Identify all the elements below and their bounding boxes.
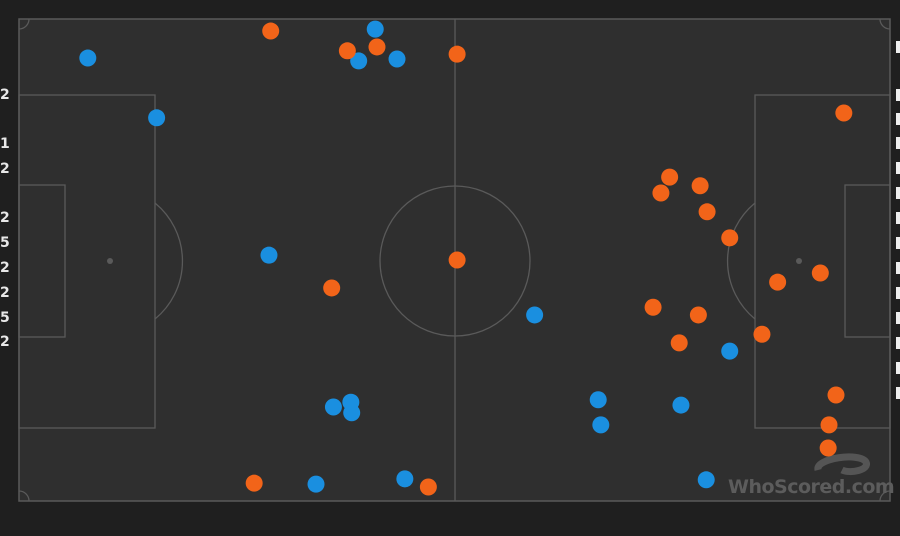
watermark-logo-icon [814, 453, 870, 476]
blue-event-marker[interactable] [697, 471, 715, 489]
watermark: WhoScored.com [728, 476, 895, 498]
left-number: 2 [0, 210, 10, 226]
blue-event-marker[interactable] [350, 52, 368, 70]
filter-checkbox[interactable] [896, 312, 900, 324]
blue-event-marker[interactable] [307, 475, 325, 493]
orange-event-marker[interactable] [644, 298, 662, 316]
left-number: 2 [0, 285, 10, 301]
left-number: 5 [0, 235, 10, 251]
penalty-spot-right [796, 258, 802, 264]
blue-event-marker[interactable] [79, 49, 97, 67]
left-number: 1 [0, 136, 10, 152]
orange-event-marker[interactable] [835, 104, 853, 122]
left-number: 2 [0, 87, 10, 103]
orange-event-marker[interactable] [827, 386, 845, 404]
penalty-spot-left [107, 258, 113, 264]
blue-event-marker[interactable] [396, 470, 414, 488]
orange-event-marker[interactable] [819, 439, 837, 457]
orange-event-marker[interactable] [820, 416, 838, 434]
orange-event-marker[interactable] [689, 306, 707, 324]
pitch-lines [18, 18, 891, 502]
filter-checkbox[interactable] [896, 41, 900, 53]
filter-checkbox[interactable] [896, 237, 900, 249]
blue-event-marker[interactable] [324, 398, 342, 416]
filter-checkbox[interactable] [896, 337, 900, 349]
orange-event-marker[interactable] [811, 264, 829, 282]
orange-event-marker[interactable] [661, 168, 679, 186]
blue-event-marker[interactable] [721, 342, 739, 360]
filter-checkbox[interactable] [896, 137, 900, 149]
blue-event-marker[interactable] [260, 246, 278, 264]
blue-event-marker[interactable] [343, 404, 361, 422]
filter-checkbox[interactable] [896, 287, 900, 299]
orange-event-marker[interactable] [338, 42, 356, 60]
orange-event-marker[interactable] [670, 334, 688, 352]
left-number: 2 [0, 260, 10, 276]
filter-checkbox[interactable] [896, 187, 900, 199]
filter-checkbox[interactable] [896, 113, 900, 125]
left-number: 2 [0, 334, 10, 350]
orange-event-marker[interactable] [245, 474, 263, 492]
orange-event-marker[interactable] [262, 22, 280, 40]
orange-event-marker[interactable] [368, 38, 386, 56]
orange-event-marker[interactable] [753, 325, 771, 343]
orange-event-marker[interactable] [448, 45, 466, 63]
blue-event-marker[interactable] [366, 20, 384, 38]
orange-event-marker[interactable] [698, 203, 716, 221]
orange-event-marker[interactable] [769, 273, 787, 291]
blue-event-marker[interactable] [526, 306, 544, 324]
blue-event-marker[interactable] [592, 416, 610, 434]
blue-event-marker[interactable] [672, 396, 690, 414]
filter-checkbox[interactable] [896, 262, 900, 274]
filter-checkbox[interactable] [896, 89, 900, 101]
left-number: 2 [0, 161, 10, 177]
left-number: 5 [0, 310, 10, 326]
event-markers [79, 20, 853, 496]
blue-event-marker[interactable] [388, 50, 406, 68]
orange-event-marker[interactable] [448, 251, 466, 269]
blue-event-marker[interactable] [589, 391, 607, 409]
orange-event-marker[interactable] [721, 229, 739, 247]
filter-checkbox[interactable] [896, 212, 900, 224]
filter-checkbox[interactable] [896, 387, 900, 399]
filter-checkbox[interactable] [896, 162, 900, 174]
filter-checkbox[interactable] [896, 362, 900, 374]
orange-event-marker[interactable] [323, 279, 341, 297]
orange-event-marker[interactable] [419, 478, 437, 496]
orange-event-marker[interactable] [652, 184, 670, 202]
orange-event-marker[interactable] [691, 177, 709, 195]
blue-event-marker[interactable] [148, 109, 166, 127]
